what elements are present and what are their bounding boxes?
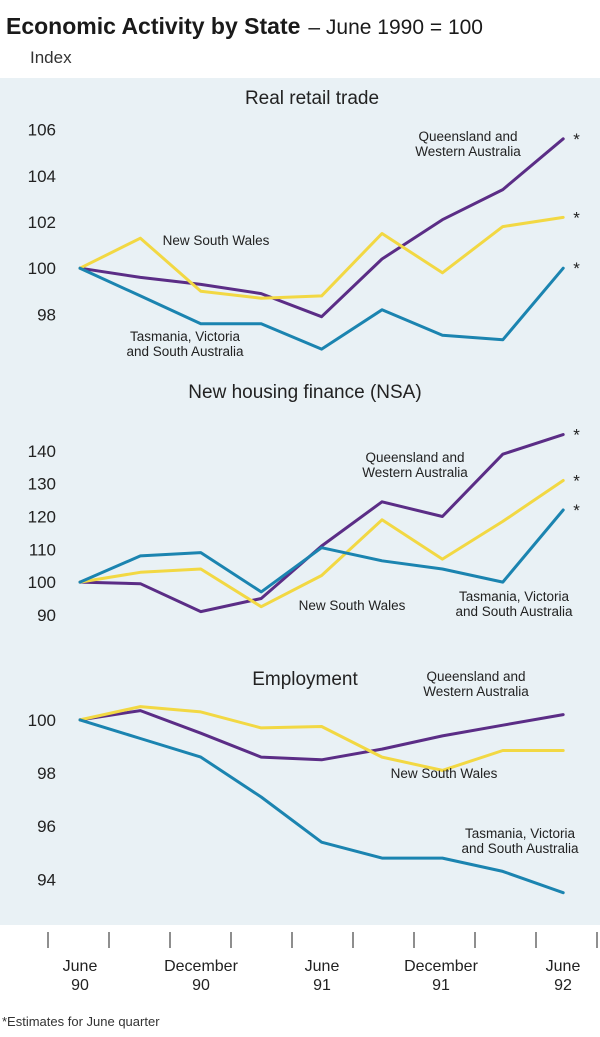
- housing-finance-chart: 90 100 110 120 130 140 * Queensland andWestern …: [28, 426, 581, 625]
- series-line-queensland-and-western-australia: [78, 433, 565, 614]
- x-label-june-91-line2: 91: [313, 977, 331, 994]
- series-label-tasmania-victoria-and-south-australia: and South Australia: [455, 604, 573, 619]
- x-label-june-90-line1: June: [63, 958, 98, 975]
- series-label-tasmania-victoria-and-south-australia: Tasmania, Victoria: [459, 589, 570, 604]
- x-label-june-90-line2: 90: [71, 977, 89, 994]
- x-axis: June 90 December 90 June 91 December 91 …: [47, 932, 598, 994]
- estimate-asterisk: *: [573, 501, 580, 520]
- y-tick-label: 106: [28, 121, 56, 140]
- x-label-december-91-line2: 91: [432, 977, 450, 994]
- x-label-december-90-line2: 90: [192, 977, 210, 994]
- series-line-new-south-wales: [78, 705, 565, 772]
- series-label-queensland-and-western-australia: Western Australia: [423, 684, 529, 699]
- y-tick-label: 98: [37, 305, 56, 324]
- figure-title-main: Economic Activity by State: [6, 13, 300, 39]
- y-tick-label: 102: [28, 213, 56, 232]
- series-label-tasmania-victoria-and-south-australia: and South Australia: [461, 841, 579, 856]
- panel-band-retail: [0, 78, 600, 368]
- y-tick-label: 100: [28, 573, 56, 592]
- series-label-new-south-wales: New South Wales: [299, 598, 406, 613]
- y-unit-label: Index: [30, 48, 72, 67]
- y-tick-label: 104: [28, 167, 56, 186]
- y-tick-label: 96: [37, 817, 56, 836]
- series-line-new-south-wales: [78, 215, 565, 300]
- series-line-tasmania-victoria-and-south-australia: [78, 508, 565, 594]
- series-line-tasmania-victoria-and-south-australia: [78, 718, 565, 895]
- series-line-queensland-and-western-australia: [78, 709, 565, 762]
- y-tick-label: 130: [28, 475, 56, 494]
- series-label-new-south-wales: New South Wales: [391, 766, 498, 781]
- y-tick-label: 98: [37, 764, 56, 783]
- footnote: *Estimates for June quarter: [2, 1014, 160, 1029]
- y-tick-label: 120: [28, 508, 56, 527]
- series-line-tasmania-victoria-and-south-australia: [78, 266, 565, 351]
- x-label-june-92-line1: June: [546, 958, 581, 975]
- series-label-queensland-and-western-australia: Queensland and: [426, 669, 525, 684]
- estimate-asterisk: *: [573, 130, 580, 149]
- estimate-asterisk: *: [573, 259, 580, 278]
- y-tick-label: 140: [28, 442, 56, 461]
- series-label-tasmania-victoria-and-south-australia: Tasmania, Victoria: [130, 329, 241, 344]
- series-line-queensland-and-western-australia: [78, 137, 565, 319]
- series-label-queensland-and-western-australia: Queensland and: [418, 129, 517, 144]
- series-label-queensland-and-western-australia: Queensland and: [365, 450, 464, 465]
- estimate-asterisk: *: [573, 426, 580, 445]
- x-label-june-91-line1: June: [305, 958, 340, 975]
- series-label-tasmania-victoria-and-south-australia: and South Australia: [126, 344, 244, 359]
- y-tick-label: 100: [28, 711, 56, 730]
- figure-title: Economic Activity by State – June 1990 = …: [6, 13, 483, 39]
- x-label-december-91-line1: December: [404, 958, 478, 975]
- y-tick-label: 94: [37, 870, 56, 889]
- panel-title-housing: New housing finance (NSA): [188, 382, 421, 403]
- panel-title-employment: Employment: [252, 669, 358, 690]
- x-label-december-90-line1: December: [164, 958, 238, 975]
- estimate-asterisk: *: [573, 471, 580, 490]
- estimate-asterisk: *: [573, 208, 580, 227]
- panel-title-retail: Real retail trade: [245, 88, 379, 109]
- y-tick-label: 90: [37, 606, 56, 625]
- series-label-queensland-and-western-australia: Western Australia: [415, 144, 521, 159]
- figure-title-sub: – June 1990 = 100: [308, 16, 483, 39]
- x-label-june-92-line2: 92: [554, 977, 572, 994]
- panel-band-housing: [0, 368, 600, 660]
- series-label-tasmania-victoria-and-south-australia: Tasmania, Victoria: [465, 826, 576, 841]
- series-line-new-south-wales: [78, 479, 565, 609]
- series-label-new-south-wales: New South Wales: [163, 233, 270, 248]
- series-label-queensland-and-western-australia: Western Australia: [362, 465, 468, 480]
- y-tick-label: 100: [28, 259, 56, 278]
- panel-band-employment: [0, 660, 600, 925]
- y-tick-label: 110: [29, 540, 56, 559]
